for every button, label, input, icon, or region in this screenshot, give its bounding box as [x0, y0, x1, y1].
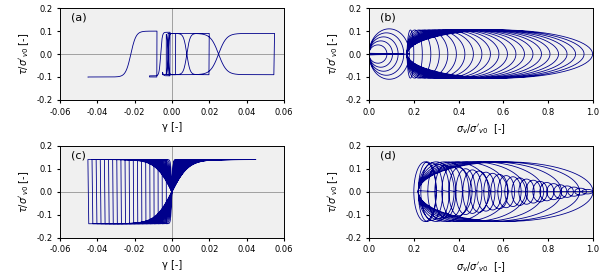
Text: (b): (b) — [380, 13, 396, 23]
Y-axis label: $\tau/\sigma'_{v0}$ [-]: $\tau/\sigma'_{v0}$ [-] — [17, 171, 31, 213]
Y-axis label: $\tau/\sigma'_{v0}$ [-]: $\tau/\sigma'_{v0}$ [-] — [326, 171, 340, 213]
X-axis label: $\sigma_v/\sigma'_{v0}$  [-]: $\sigma_v/\sigma'_{v0}$ [-] — [456, 122, 506, 136]
X-axis label: $\sigma_v/\sigma'_{v0}$  [-]: $\sigma_v/\sigma'_{v0}$ [-] — [456, 260, 506, 273]
Y-axis label: $\tau/\sigma'_{v0}$ [-]: $\tau/\sigma'_{v0}$ [-] — [326, 33, 340, 75]
Y-axis label: $\tau/\sigma'_{v0}$ [-]: $\tau/\sigma'_{v0}$ [-] — [17, 33, 31, 75]
Text: (c): (c) — [71, 150, 86, 160]
Text: (d): (d) — [380, 150, 396, 160]
Text: (a): (a) — [71, 13, 87, 23]
X-axis label: γ [-]: γ [-] — [162, 122, 182, 132]
X-axis label: γ [-]: γ [-] — [162, 260, 182, 270]
